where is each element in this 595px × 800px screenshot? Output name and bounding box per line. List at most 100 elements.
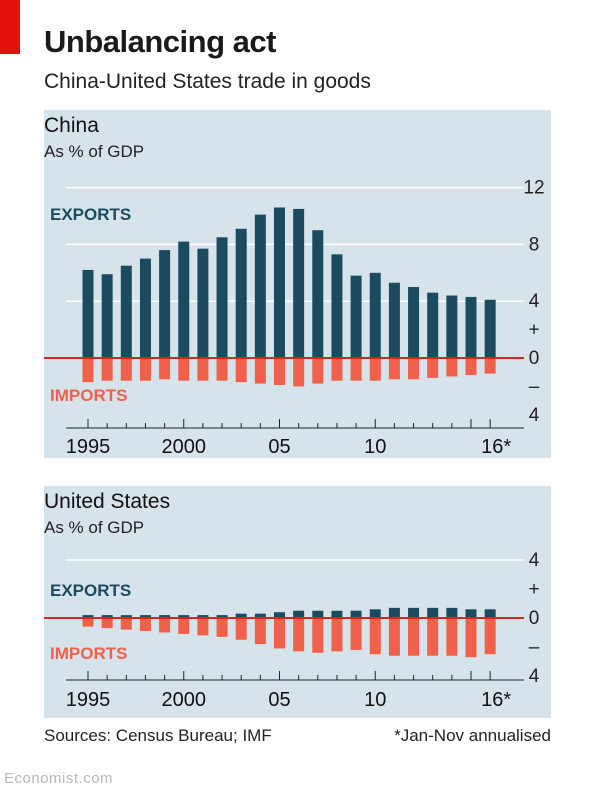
brand-red-tag [0,0,20,54]
export-bar [408,607,420,618]
us-bar-chart: 4 +0 – 4 1995 2000 05 10 16* EXPORTS IMPORTS [44,550,540,711]
import-bar [446,358,458,377]
export-bar [293,208,305,358]
export-bar [350,275,362,358]
import-bar [465,358,477,376]
y-tick-label: 4 [529,405,540,426]
export-bar [312,610,324,618]
export-bar [254,613,266,618]
y-tick-label: – [529,376,540,397]
import-bar [331,358,343,381]
import-bar [82,618,94,627]
import-bar [484,618,496,655]
export-bar [274,612,285,618]
y-tick-label: + [528,320,539,341]
export-bar [178,241,190,358]
import-bar [274,618,285,649]
y-tick-label: + [528,579,539,600]
x-tick-label: 1995 [66,436,111,458]
import-bar [139,358,151,381]
export-bar [139,615,151,618]
export-bar [159,250,171,358]
export-bar [216,615,228,618]
export-bar [120,615,132,618]
export-bar [484,299,496,358]
imports-annotation: IMPORTS [50,644,127,663]
export-bar [216,237,228,358]
import-bar [197,618,209,636]
y-tick-label: 4 [529,291,540,312]
y-tick-label: 8 [529,234,540,255]
imports-annotation: IMPORTS [50,386,127,405]
import-bar [197,358,209,381]
exports-annotation: EXPORTS [50,581,131,600]
exports-annotation: EXPORTS [50,205,131,224]
chart-title: Unbalancing act [44,24,276,59]
export-bar [197,248,209,358]
export-bar [369,272,381,358]
sources-note: Sources: Census Bureau; IMF [44,726,272,745]
export-bar [197,615,209,618]
import-bar [159,618,171,633]
import-bar [350,618,362,650]
y-tick-label: 0 [529,348,540,369]
import-bar [388,358,400,380]
import-bar [350,358,362,381]
x-tick-label: 05 [268,436,290,458]
china-panel: China As % of GDP 12 8 4 +0 – 4 1995 2000 05 10 16… [44,110,551,458]
import-bar [388,618,400,656]
export-bar [465,609,477,618]
china-bar-chart: 12 8 4 +0 – 4 1995 2000 05 10 16* EXPORTS IMPORTS [44,178,545,458]
import-bar [178,358,190,381]
export-bar [388,282,400,358]
y-tick-label: 12 [523,178,544,199]
import-bar [274,358,285,385]
import-bar [216,618,228,637]
export-bar [82,615,94,618]
import-bar [446,618,458,656]
watermark: Economist.com [4,770,114,787]
y-tick-label: 4 [529,550,540,571]
import-bar [82,358,94,383]
export-bar [446,295,458,358]
x-tick-label: 05 [268,689,290,711]
import-bar [216,358,228,381]
export-bar [427,607,439,618]
export-bar [274,207,285,358]
import-bar [254,618,266,645]
export-bar [159,615,171,618]
export-bar [178,615,190,618]
export-bar [120,265,132,358]
import-bar [235,358,247,383]
import-bar [293,618,305,652]
import-bar [465,618,477,658]
us-panel: United States As % of GDP 4 +0 – 4 1995 2000 0… [44,486,551,718]
export-bar [331,254,343,358]
export-bar [82,269,94,358]
export-bar [139,258,151,358]
x-tick-label: 10 [364,689,386,711]
export-bar [293,610,305,618]
export-bar [312,230,324,358]
import-bar [120,618,132,630]
import-bar [312,358,324,384]
export-bar [465,296,477,358]
y-unit-label: As % of GDP [44,518,145,537]
import-bar [139,618,151,632]
panel-title: China [44,114,99,137]
import-bar [408,358,420,380]
import-bar [408,618,420,656]
export-bar [350,610,362,618]
export-bar [101,274,113,358]
import-bar [427,358,439,378]
import-bar [369,618,381,655]
export-bar [427,292,439,358]
chart-subtitle: China-United States trade in goods [44,70,371,93]
y-unit-label: As % of GDP [44,142,145,161]
export-bar [254,214,266,358]
x-tick-label: 2000 [162,689,207,711]
export-bar [235,613,247,618]
export-bar [388,607,400,618]
import-bar [178,618,190,634]
export-bar [331,610,343,618]
